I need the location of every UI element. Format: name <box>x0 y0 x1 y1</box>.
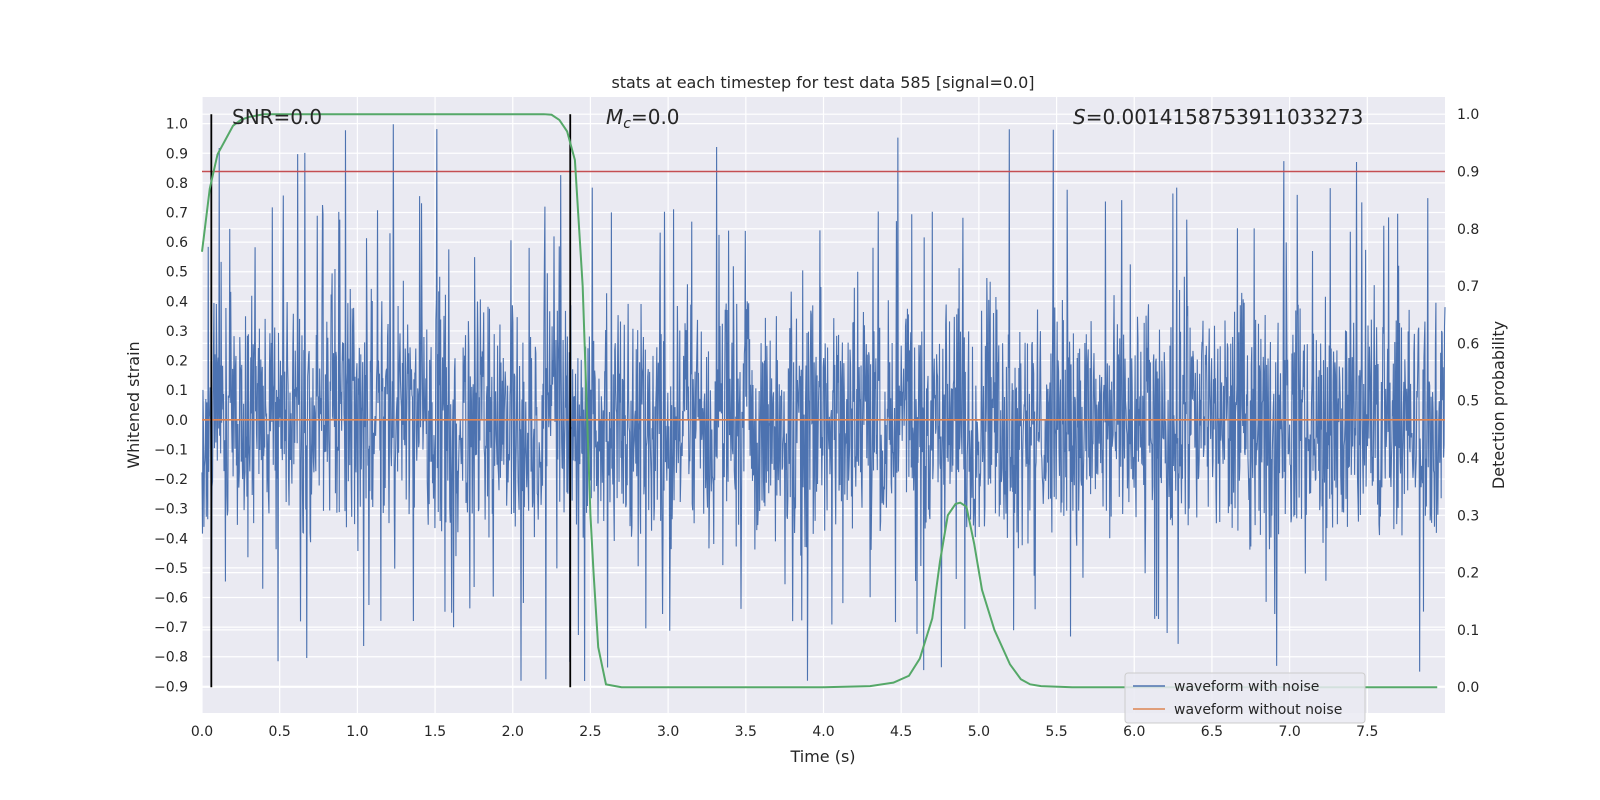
y-left-tick-label: −0.7 <box>154 620 188 636</box>
x-tick-label: 2.5 <box>579 724 601 740</box>
y-right-tick-label: 0.6 <box>1457 336 1479 352</box>
y-left-tick-label: −0.6 <box>154 591 188 607</box>
x-tick-label: 6.0 <box>1123 724 1145 740</box>
y-left-tick-label: 1.0 <box>166 117 188 133</box>
x-axis-label: Time (s) <box>789 747 855 766</box>
y-left-tick-label: −0.5 <box>154 561 188 577</box>
left-axis-ticks: 1.0 0.9 0.8 0.7 0.6 0.5 0.4 0.3 0.2 0.1 0.0 −0.1 −0.… <box>154 117 188 696</box>
y-right-tick-label: 0.3 <box>1457 508 1479 524</box>
series-waveform-with-noise <box>201 124 1446 682</box>
waveform-with-noise-line <box>201 124 1446 682</box>
y-axis-label-right: Detection probability <box>1489 321 1508 489</box>
x-tick-label: 4.0 <box>812 724 834 740</box>
x-tick-label: 0.5 <box>269 724 291 740</box>
x-tick-label: 7.0 <box>1278 724 1300 740</box>
detection-probability-line <box>201 113 1438 689</box>
y-right-tick-label: 0.2 <box>1457 566 1479 582</box>
x-tick-label: 7.5 <box>1356 724 1378 740</box>
y-left-tick-label: 0.1 <box>166 383 188 399</box>
y-right-tick-label: 0.1 <box>1457 623 1479 639</box>
y-left-tick-label: −0.8 <box>154 650 188 666</box>
y-right-tick-label: 0.0 <box>1457 680 1479 696</box>
y-right-tick-label: 0.4 <box>1457 451 1479 467</box>
series-detection-probability <box>201 113 1438 689</box>
x-tick-label: 1.5 <box>424 724 446 740</box>
legend-label-with-noise: waveform with noise <box>1174 679 1319 695</box>
x-tick-label: 6.5 <box>1201 724 1223 740</box>
x-tick-label: 2.0 <box>502 724 524 740</box>
y-left-tick-label: 0.5 <box>166 265 188 281</box>
y-left-tick-label: −0.9 <box>154 679 188 695</box>
chart-title: stats at each timestep for test data 585… <box>611 73 1034 92</box>
x-tick-label: 3.0 <box>657 724 679 740</box>
y-left-tick-label: −0.2 <box>154 472 188 488</box>
right-axis-ticks: 1.0 0.9 0.8 0.7 0.6 0.5 0.4 0.3 0.2 0.1 0.0 <box>1457 107 1479 696</box>
mc-annotation: Mc=0.0 <box>606 105 680 132</box>
x-axis-ticks: 0.0 0.5 1.0 1.5 2.0 2.5 3.0 3.5 4.0 4.5 5.0 5.5 6.0 6… <box>191 724 1379 740</box>
y-left-tick-label: −0.3 <box>154 502 188 518</box>
y-left-tick-label: 0.9 <box>166 146 188 162</box>
x-tick-label: 5.5 <box>1045 724 1067 740</box>
y-axis-label-left: Whitened strain <box>124 341 143 468</box>
marker-lines <box>202 114 1445 688</box>
snr-annotation: SNR=0.0 <box>232 105 322 129</box>
s-annotation: S=0.0014158753911033273 <box>1073 105 1363 129</box>
y-right-tick-label: 0.5 <box>1457 394 1479 410</box>
legend-box <box>1124 672 1366 724</box>
y-left-tick-label: 0.6 <box>166 235 188 251</box>
y-left-tick-label: 0.8 <box>166 176 188 192</box>
legend-label-without-noise: waveform without noise <box>1174 702 1342 718</box>
y-left-tick-label: 0.0 <box>166 413 188 429</box>
x-tick-label: 1.0 <box>346 724 368 740</box>
y-right-tick-label: 0.9 <box>1457 164 1479 180</box>
y-right-tick-label: 0.7 <box>1457 279 1479 295</box>
y-left-tick-label: 0.4 <box>166 294 188 310</box>
x-tick-label: 5.0 <box>968 724 990 740</box>
x-tick-label: 3.5 <box>735 724 757 740</box>
y-left-tick-label: −0.1 <box>154 442 188 458</box>
y-right-tick-label: 0.8 <box>1457 222 1479 238</box>
x-tick-label: 0.0 <box>191 724 213 740</box>
y-left-tick-label: −0.4 <box>154 531 188 547</box>
legend: waveform with noise waveform without noi… <box>1124 672 1366 724</box>
y-left-tick-label: 0.2 <box>166 354 188 370</box>
y-right-tick-label: 1.0 <box>1457 107 1479 123</box>
y-left-tick-label: 0.3 <box>166 324 188 340</box>
y-left-tick-label: 0.7 <box>166 206 188 222</box>
x-tick-label: 4.5 <box>890 724 912 740</box>
